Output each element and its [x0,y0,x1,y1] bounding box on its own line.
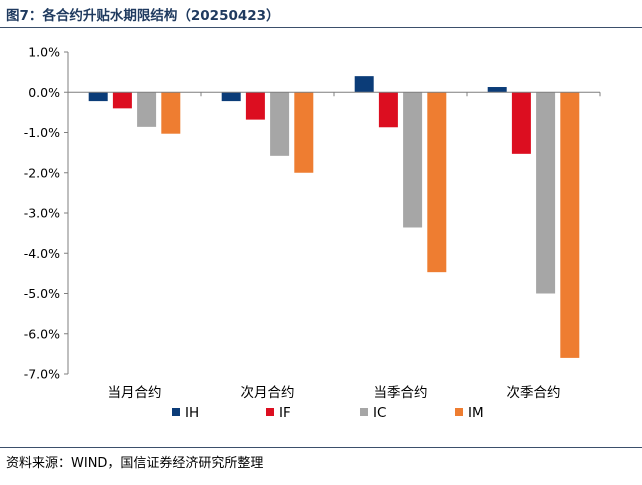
legend-swatch-ih [172,408,180,416]
y-tick-label: -4.0% [24,246,60,261]
y-tick-label: -1.0% [24,125,60,140]
y-tick-label: 1.0% [28,45,60,60]
legend: IH IF IC IM [172,405,484,421]
bars [88,76,580,358]
bar-im [560,92,580,358]
bar-if [511,92,531,154]
bar-ic [270,92,290,156]
legend-label-if: IF [279,405,291,421]
y-tick-label: 0.0% [28,85,60,100]
bar-im [294,92,314,173]
bar-if [245,92,265,120]
top-rule [0,27,642,28]
y-axis: 1.0% 0.0% -1.0% -2.0% -3.0% -4.0% -5.0% -6.0% -7… [24,45,69,382]
x-category-label: 当月合约 [108,385,162,401]
bar-ih [487,87,507,93]
bar-ih [88,92,108,102]
x-axis: 当月合约 次月合约 当季合约 次季合约 [67,91,601,401]
bar-if [112,92,132,109]
bar-im [161,92,181,134]
bar-ic [137,92,157,127]
y-tick-label: -3.0% [24,206,60,221]
figure-title: 图7：各合约升贴水期限结构（20250423） [6,8,280,24]
bottom-rule [0,447,642,448]
bar-im [427,92,447,273]
bar-ih [354,76,374,93]
legend-swatch-im [455,408,463,416]
legend-swatch-if [266,408,274,416]
bar-ic [536,92,556,294]
bar-ic [403,92,423,228]
bar-if [378,92,398,128]
legend-label-ih: IH [185,405,199,421]
legend-label-im: IM [468,405,484,421]
y-tick-label: -7.0% [24,367,60,382]
bar-chart: 1.0% 0.0% -1.0% -2.0% -3.0% -4.0% -5.0% -6.0% -7… [24,45,601,421]
y-tick-label: -5.0% [24,286,60,301]
source-note: 资料来源：WIND，国信证券经济研究所整理 [6,456,264,471]
x-category-label: 次季合约 [507,385,561,401]
legend-swatch-ic [360,408,368,416]
x-category-label: 当季合约 [374,385,428,401]
x-category-label: 次月合约 [241,385,295,401]
legend-label-ic: IC [373,405,386,421]
bar-ih [221,92,241,102]
y-tick-label: -2.0% [24,165,60,180]
y-tick-label: -6.0% [24,326,60,341]
